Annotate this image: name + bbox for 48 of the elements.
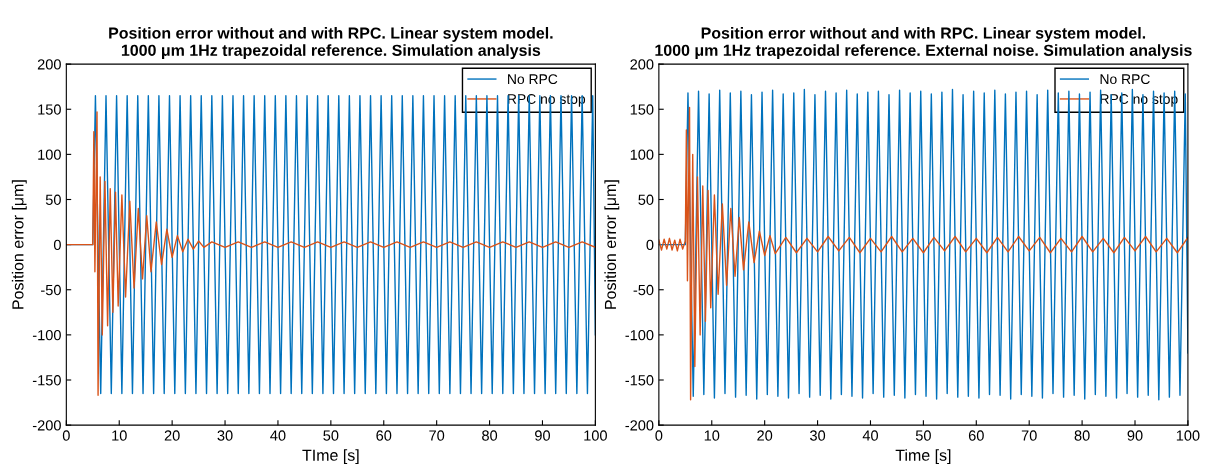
y-tick-label: -50 [41, 284, 61, 296]
x-tick-label: 20 [757, 430, 773, 441]
x-tick-label: 80 [1074, 430, 1090, 441]
x-tick-label: 30 [217, 430, 233, 441]
y-tick-label: 150 [630, 104, 654, 115]
x-axis-title: TIme [s] [302, 449, 359, 465]
x-tick-label: 60 [968, 430, 984, 441]
x-tick-label: 90 [1127, 430, 1143, 441]
x-tick-label: 100 [584, 430, 607, 441]
y-tick-label: -200 [625, 420, 654, 431]
x-tick-label: 20 [164, 430, 180, 441]
legend-label: No RPC [1100, 74, 1150, 85]
x-tick-label: 0 [62, 430, 70, 441]
y-tick-label: -50 [633, 284, 654, 296]
y-tick-label: 200 [630, 59, 654, 70]
y-tick-label: -150 [625, 375, 654, 386]
y-tick-label: 0 [646, 239, 654, 251]
x-tick-label: 100 [1176, 430, 1200, 441]
y-tick-label: 50 [45, 194, 61, 205]
y-tick-label: 200 [37, 59, 61, 70]
x-tick-label: 70 [1021, 430, 1037, 441]
y-tick-label: -100 [32, 329, 61, 341]
y-tick-label: -150 [32, 375, 61, 386]
legend-label: No RPC [508, 74, 558, 85]
y-tick-label: 100 [630, 149, 654, 160]
x-tick-label: 40 [270, 430, 286, 441]
y-tick-label: -200 [32, 420, 61, 431]
x-tick-label: 30 [810, 430, 826, 441]
x-tick-label: 60 [376, 430, 392, 441]
chart-title: Position error without and with RPC. Linear system model. 1000 μm 1Hz trapezoidal reference. External noise. Simulation analysis [655, 27, 1192, 60]
x-tick-label: 50 [915, 430, 931, 441]
x-axis-title: Time [s] [895, 449, 951, 465]
x-tick-label: 70 [429, 430, 445, 441]
y-axis-title: Position error [μm] [11, 180, 27, 309]
x-tick-label: 10 [704, 430, 720, 441]
y-axis-title: Position error [μm] [604, 180, 620, 309]
y-tick-label: 100 [38, 149, 61, 160]
chart-title: Position error without and with RPC. Linear system model. 1000 μm 1Hz trapezoidal reference. Simulation analysis [109, 27, 553, 60]
x-tick-label: 80 [482, 430, 498, 441]
y-tick-label: -100 [625, 329, 654, 341]
x-tick-label: 50 [323, 430, 339, 441]
x-tick-label: 90 [535, 430, 551, 441]
x-tick-label: 10 [112, 430, 127, 441]
y-tick-label: 150 [38, 104, 61, 115]
y-tick-label: 0 [53, 239, 61, 251]
x-tick-label: 40 [862, 430, 879, 441]
x-tick-label: 0 [655, 430, 663, 441]
y-tick-label: 50 [638, 194, 654, 205]
